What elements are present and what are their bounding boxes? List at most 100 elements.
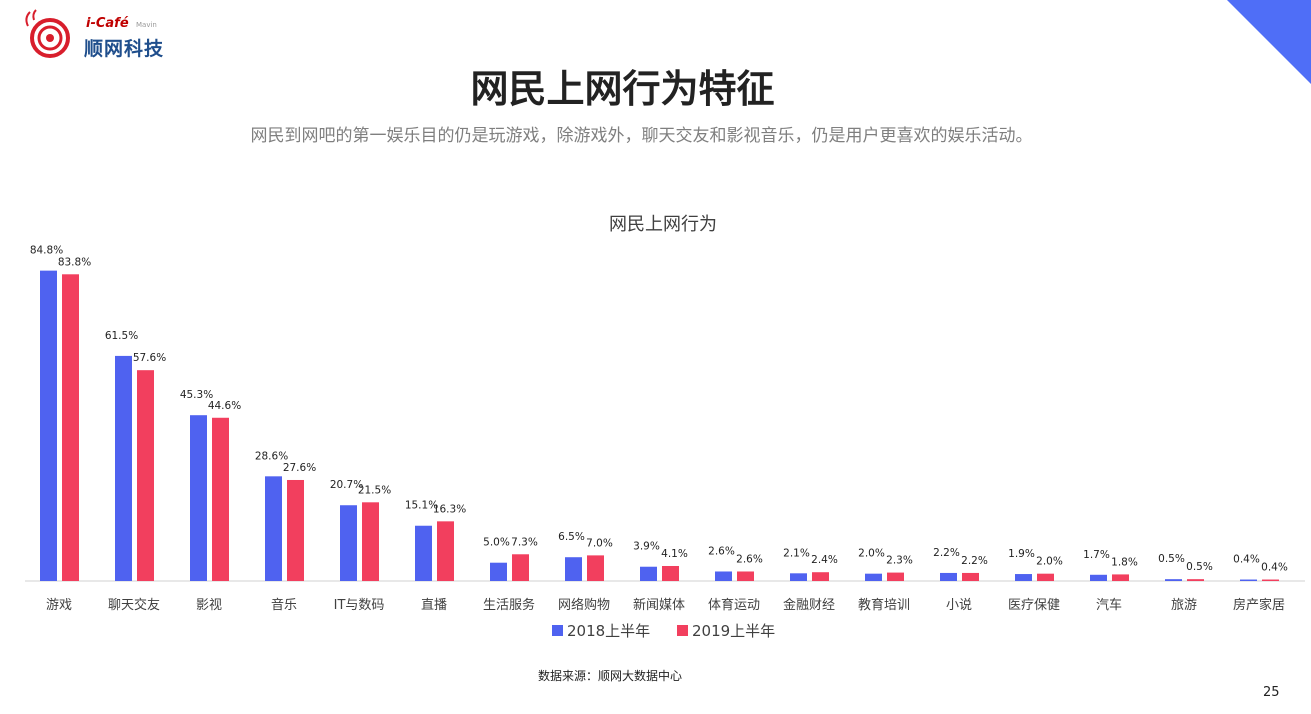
data-label: 1.8%: [1111, 556, 1138, 568]
data-label: 2.2%: [961, 555, 988, 567]
data-label: 2.0%: [858, 548, 885, 560]
bar-2019-5: [437, 521, 454, 581]
bar-2018-8: [640, 566, 657, 581]
data-label: 2.4%: [811, 554, 838, 566]
data-label: 20.7%: [330, 479, 363, 491]
data-label: 44.6%: [208, 400, 241, 412]
data-label: 7.0%: [586, 537, 613, 549]
logo-brand-text: 顺网科技: [84, 38, 165, 60]
data-label: 7.3%: [511, 536, 538, 548]
category-label: 汽车: [1096, 597, 1122, 613]
page-subtitle: 网民到网吧的第一娱乐目的仍是玩游戏，除游戏外，聊天交友和影视音乐，仍是用户更喜欢…: [250, 126, 1033, 146]
bar-2018-4: [340, 505, 357, 581]
corner-decoration: [1227, 0, 1311, 84]
data-label: 16.3%: [433, 503, 466, 515]
category-label: 房产家居: [1233, 597, 1285, 613]
logo-mavin-text: Mavin: [136, 21, 157, 29]
bar-2019-14: [1112, 574, 1129, 581]
category-label: 医疗保健: [1008, 598, 1060, 613]
bar-2019-16: [1262, 579, 1279, 581]
bar-2018-15: [1165, 579, 1182, 581]
bar-2019-4: [362, 502, 379, 581]
category-label: 直播: [421, 598, 447, 613]
bar-2018-7: [565, 557, 582, 581]
category-label: 体育运动: [708, 597, 760, 613]
bar-2018-6: [490, 562, 507, 581]
data-label: 1.9%: [1008, 548, 1035, 560]
bar-2018-11: [865, 573, 882, 581]
data-label: 1.7%: [1083, 549, 1110, 561]
bar-2018-13: [1015, 574, 1032, 581]
category-label: IT与数码: [334, 598, 385, 613]
bar-2019-15: [1187, 579, 1204, 581]
data-label: 27.6%: [283, 462, 316, 474]
bar-2018-5: [415, 525, 432, 581]
data-label: 2.6%: [736, 553, 763, 565]
category-label: 教育培训: [858, 597, 910, 613]
data-label: 15.1%: [405, 500, 438, 512]
bar-2018-1: [115, 355, 132, 581]
bar-2018-9: [715, 571, 732, 581]
data-source: 数据来源：顺网大数据中心: [538, 669, 683, 683]
company-logo: i-Café Mavin 顺网科技: [20, 8, 190, 60]
data-label: 28.6%: [255, 450, 288, 462]
bar-2018-0: [40, 270, 57, 581]
category-label: 聊天交友: [108, 597, 160, 613]
bar-2019-0: [62, 274, 79, 581]
bar-2019-1: [137, 370, 154, 581]
bar-2019-10: [812, 572, 829, 581]
legend-label: 2018上半年: [567, 622, 650, 640]
category-label: 旅游: [1171, 598, 1197, 613]
chart-title: 网民上网行为: [609, 214, 717, 235]
bar-2019-7: [587, 555, 604, 581]
page-title: 网民上网行为特征: [470, 67, 775, 111]
data-label: 2.6%: [708, 545, 735, 557]
bar-2019-3: [287, 479, 304, 581]
data-label: 2.3%: [886, 555, 913, 567]
legend-swatch-1: [677, 625, 688, 636]
data-label: 2.2%: [933, 547, 960, 559]
bar-2018-2: [190, 415, 207, 581]
bar-2019-11: [887, 572, 904, 581]
data-label: 3.9%: [633, 541, 660, 553]
category-label: 金融财经: [783, 597, 835, 613]
bar-2019-6: [512, 554, 529, 581]
category-label: 网络购物: [558, 597, 610, 613]
data-label: 45.3%: [180, 389, 213, 401]
category-label: 音乐: [271, 597, 297, 613]
category-label: 影视: [196, 598, 222, 613]
category-label: 生活服务: [483, 597, 535, 613]
data-label: 0.5%: [1158, 553, 1185, 565]
category-label: 游戏: [46, 598, 72, 613]
data-label: 0.5%: [1186, 561, 1213, 573]
data-label: 0.4%: [1233, 554, 1260, 566]
target-logo-icon: [25, 9, 70, 58]
data-label: 6.5%: [558, 531, 585, 543]
bar-2018-3: [265, 476, 282, 581]
bar-2019-8: [662, 565, 679, 581]
legend-swatch-0: [552, 625, 563, 636]
bar-2018-10: [790, 573, 807, 581]
category-label: 新闻媒体: [633, 597, 685, 613]
bar-chart: 网民上网行为 84.8%83.8% 游戏 61.5% 57.6% 聊天交友 45.3%44.…: [25, 214, 1305, 640]
bar-2018-12: [940, 572, 957, 581]
bar-2019-9: [737, 571, 754, 581]
data-label: 83.8%: [58, 256, 91, 268]
data-label: 57.6%: [133, 352, 166, 364]
data-label: 4.1%: [661, 548, 688, 560]
data-label: 61.5%: [105, 330, 138, 342]
category-label: 小说: [946, 598, 972, 613]
legend-label: 2019上半年: [692, 622, 775, 640]
bar-2019-13: [1037, 573, 1054, 581]
logo-top-text: i-Café: [86, 16, 129, 31]
bar-2019-2: [212, 417, 229, 581]
bar-2019-12: [962, 572, 979, 581]
data-label: 5.0%: [483, 537, 510, 549]
data-label: 21.5%: [358, 484, 391, 496]
bar-2018-14: [1090, 574, 1107, 581]
data-label: 84.8%: [30, 245, 63, 257]
data-label: 2.0%: [1036, 556, 1063, 568]
page-number: 25: [1263, 685, 1280, 700]
data-label: 0.4%: [1261, 562, 1288, 574]
data-label: 2.1%: [783, 547, 810, 559]
